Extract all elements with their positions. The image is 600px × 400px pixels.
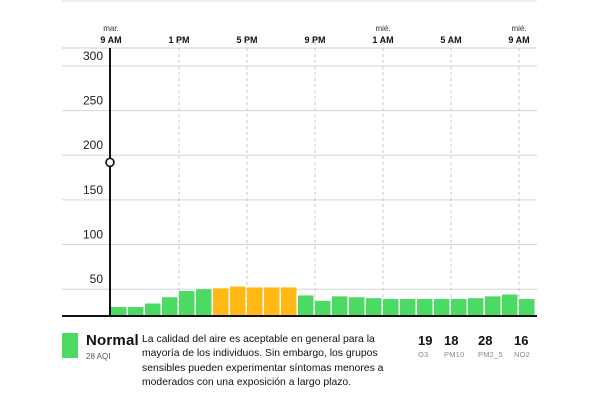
chart-grid [62, 36, 537, 316]
aqi-bar [145, 303, 161, 316]
y-tick-label: 150 [83, 183, 103, 197]
aqi-bar [128, 307, 144, 316]
aqi-bar [417, 299, 433, 316]
y-tick-label: 200 [83, 138, 103, 152]
time-cursor-handle[interactable] [105, 157, 115, 168]
chart-axis [62, 48, 537, 317]
pollutant-pm10: 18 PM10 [444, 333, 484, 359]
status-color-swatch [62, 333, 78, 358]
x-day-label: mié. [511, 24, 526, 33]
x-time-label: 9 PM [304, 35, 325, 45]
aqi-bar [196, 289, 212, 316]
status-label: Normal [86, 332, 139, 349]
x-day-label: mié. [375, 24, 390, 33]
aqi-bar [179, 290, 195, 316]
y-tick-label: 300 [83, 49, 103, 63]
pollutant-value: 19 [418, 333, 433, 348]
y-axis-ticks: 50 100 150 200 250 300 [83, 49, 103, 286]
x-time-label: 5 AM [440, 35, 461, 45]
aqi-bar [366, 298, 382, 316]
y-tick-label: 250 [83, 94, 103, 108]
pollutant-no2: 16 NO2 [514, 333, 554, 359]
chart-cursor[interactable] [105, 157, 115, 168]
x-time-label: 1 AM [372, 35, 393, 45]
aqi-bar [162, 297, 178, 316]
aqi-bar [247, 287, 263, 316]
pollutant-name: PM10 [444, 350, 465, 359]
pollutant-value: 16 [514, 333, 529, 348]
x-time-label: 9 AM [100, 35, 121, 45]
x-axis-time-labels: mar. 9 AM 1 PM 5 PM 9 PM mié. 1 AM 5 AM mié. 9 AM [100, 24, 529, 45]
y-tick-label: 100 [83, 228, 103, 242]
aqi-bar [349, 297, 365, 316]
pollutant-pm2-5: 28 PM2_5 [478, 333, 518, 359]
pollutant-name: NO2 [514, 350, 531, 359]
aqi-chart: 50 100 150 200 250 300 mar. 9 AM 1 PM 5 PM 9 PM mi… [62, 0, 537, 317]
aqi-bar [213, 288, 229, 316]
aqi-bar [519, 299, 535, 316]
aqi-bar [434, 299, 450, 316]
status-description: La calidad del aire es aceptable en gene… [142, 334, 384, 388]
x-day-label: mar. [103, 24, 119, 33]
aqi-bar [451, 299, 467, 316]
pollutant-o3: 19 O3 [418, 333, 458, 359]
aqi-bar [502, 294, 518, 316]
aqi-bar [281, 287, 297, 316]
pollutant-name: O3 [418, 350, 429, 359]
status-aqi: 28 AQI [86, 352, 111, 361]
aqi-bar [468, 298, 484, 316]
aqi-bar [298, 295, 314, 316]
pollutant-value: 28 [478, 333, 493, 348]
aqi-bar [383, 299, 399, 316]
x-time-label: 5 PM [236, 35, 257, 45]
aqi-bar [230, 286, 246, 316]
pollutant-value: 18 [444, 333, 459, 348]
air-quality-status: Normal 28 AQI La calidad del aire es ace… [62, 332, 600, 393]
x-time-label: 9 AM [508, 35, 529, 45]
aqi-bar [111, 307, 127, 316]
x-time-label: 1 PM [168, 35, 189, 45]
aqi-bar [264, 287, 280, 316]
y-tick-label: 50 [90, 272, 104, 286]
aqi-bar [315, 300, 331, 316]
pollutant-name: PM2_5 [478, 350, 503, 359]
aqi-bar [485, 296, 501, 316]
aqi-bar [400, 299, 416, 316]
aqi-bar [332, 296, 348, 316]
chart-bars [111, 286, 535, 316]
